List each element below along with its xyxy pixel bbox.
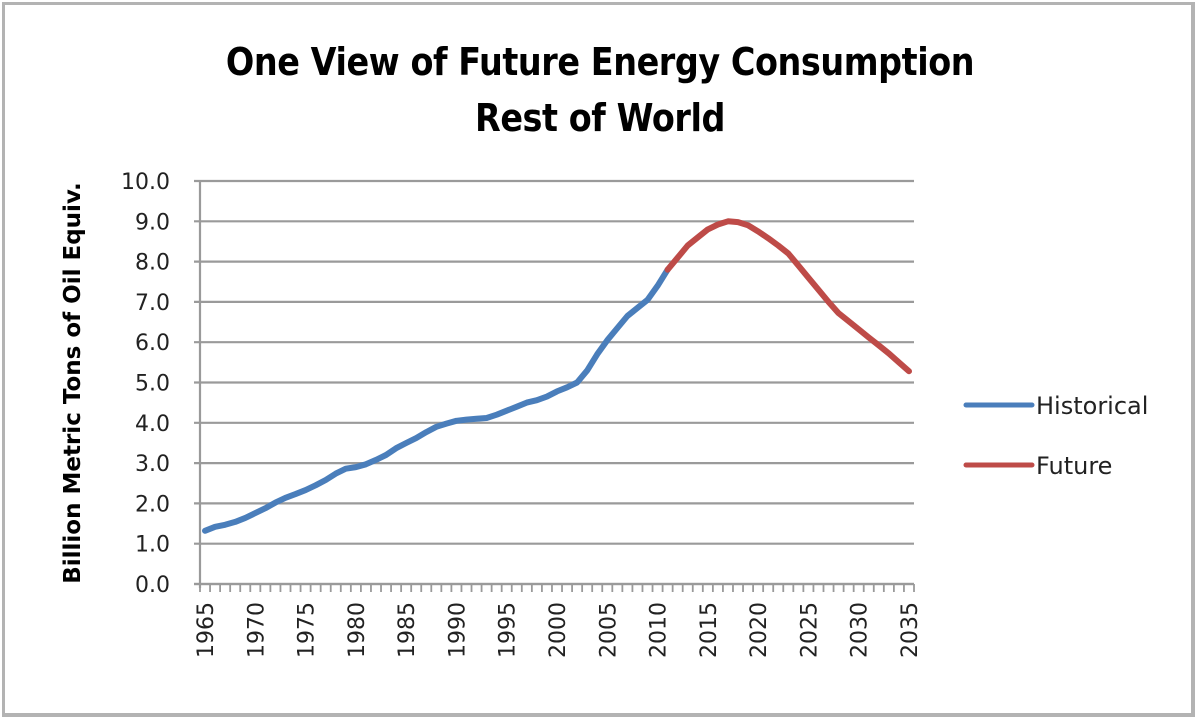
x-tick-label: 1970 [244, 602, 269, 658]
y-tick-label: 4.0 [135, 412, 170, 437]
y-tick-label: 1.0 [135, 533, 170, 558]
x-tick-label: 2010 [647, 602, 672, 658]
series-lines [202, 218, 912, 534]
y-tick-label: 9.0 [135, 210, 170, 235]
chart-title: One View of Future Energy Consumption [225, 40, 975, 84]
series-line-future [664, 218, 912, 375]
y-tick-label: 0.0 [135, 573, 170, 598]
x-tick-label: 1980 [345, 602, 370, 658]
x-tick-label: 1985 [395, 602, 420, 658]
y-tick-label: 6.0 [135, 331, 170, 356]
y-axis-label: Billion Metric Tons of Oil Equiv. [60, 182, 86, 584]
x-tick-labels: 1965 1970 1975 1980 1985 1990 1995 2000 2005 2010… [194, 602, 923, 658]
x-tick-label: 2000 [546, 602, 571, 658]
chart-subtitle: Rest of World [475, 96, 725, 140]
x-tick-label: 1975 [295, 602, 320, 658]
x-tick-label: 2035 [898, 602, 923, 658]
x-tick-label: 2025 [797, 602, 822, 658]
x-tick-label: 2020 [747, 602, 772, 658]
y-tick-label: 8.0 [135, 251, 170, 276]
series-line-historical [202, 266, 671, 534]
x-tick-label: 1995 [496, 602, 521, 658]
axes [194, 181, 915, 592]
x-tick-label: 1990 [445, 602, 470, 658]
legend: Historical Future [963, 392, 1148, 480]
y-tick-label: 7.0 [135, 291, 170, 316]
y-tick-labels: 0.0 1.0 2.0 3.0 4.0 5.0 6.0 7.0 8.0 9.0 10.0 [121, 170, 170, 598]
legend-label-historical: Historical [1036, 392, 1148, 420]
x-tick-label: 2015 [697, 602, 722, 658]
y-tick-label: 10.0 [121, 170, 170, 195]
y-tick-label: 2.0 [135, 492, 170, 517]
x-tick-label: 2005 [596, 602, 621, 658]
x-tick-label: 1965 [194, 602, 219, 658]
x-tick-label: 2030 [848, 602, 873, 658]
gridlines [194, 179, 914, 586]
legend-label-future: Future [1036, 452, 1112, 480]
y-tick-label: 5.0 [135, 372, 170, 397]
y-tick-label: 3.0 [135, 452, 170, 477]
